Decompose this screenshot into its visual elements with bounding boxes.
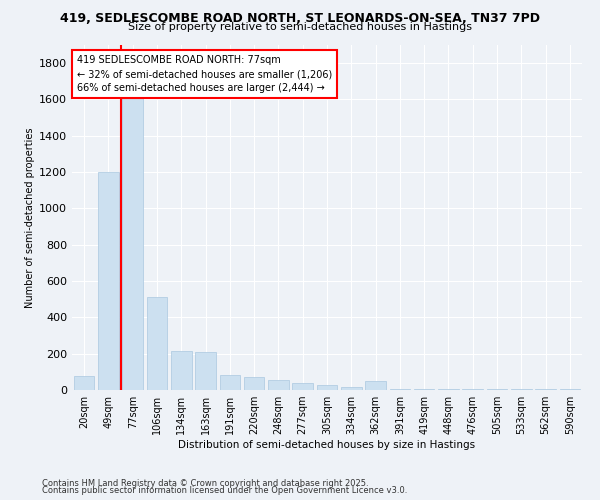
Bar: [463, 388, 483, 390]
Text: Contains HM Land Registry data © Crown copyright and database right 2025.: Contains HM Land Registry data © Crown c…: [42, 478, 368, 488]
Bar: [560, 388, 580, 390]
Bar: [438, 388, 459, 390]
Bar: [365, 381, 386, 390]
Bar: [122, 85, 143, 390]
Bar: [98, 172, 119, 390]
Bar: [244, 378, 265, 390]
Bar: [535, 388, 556, 390]
Bar: [146, 298, 167, 390]
Text: 419 SEDLESCOMBE ROAD NORTH: 77sqm
← 32% of semi-detached houses are smaller (1,2: 419 SEDLESCOMBE ROAD NORTH: 77sqm ← 32% …: [77, 56, 332, 94]
Bar: [171, 351, 191, 390]
Bar: [292, 382, 313, 390]
Bar: [268, 380, 289, 390]
Bar: [487, 388, 508, 390]
Bar: [317, 386, 337, 390]
Y-axis label: Number of semi-detached properties: Number of semi-detached properties: [25, 127, 35, 308]
Bar: [341, 388, 362, 390]
Bar: [220, 376, 240, 390]
Text: Size of property relative to semi-detached houses in Hastings: Size of property relative to semi-detach…: [128, 22, 472, 32]
Text: 419, SEDLESCOMBE ROAD NORTH, ST LEONARDS-ON-SEA, TN37 7PD: 419, SEDLESCOMBE ROAD NORTH, ST LEONARDS…: [60, 12, 540, 26]
Bar: [511, 388, 532, 390]
Text: Contains public sector information licensed under the Open Government Licence v3: Contains public sector information licen…: [42, 486, 407, 495]
X-axis label: Distribution of semi-detached houses by size in Hastings: Distribution of semi-detached houses by …: [178, 440, 476, 450]
Bar: [414, 388, 434, 390]
Bar: [389, 388, 410, 390]
Bar: [74, 376, 94, 390]
Bar: [195, 352, 216, 390]
